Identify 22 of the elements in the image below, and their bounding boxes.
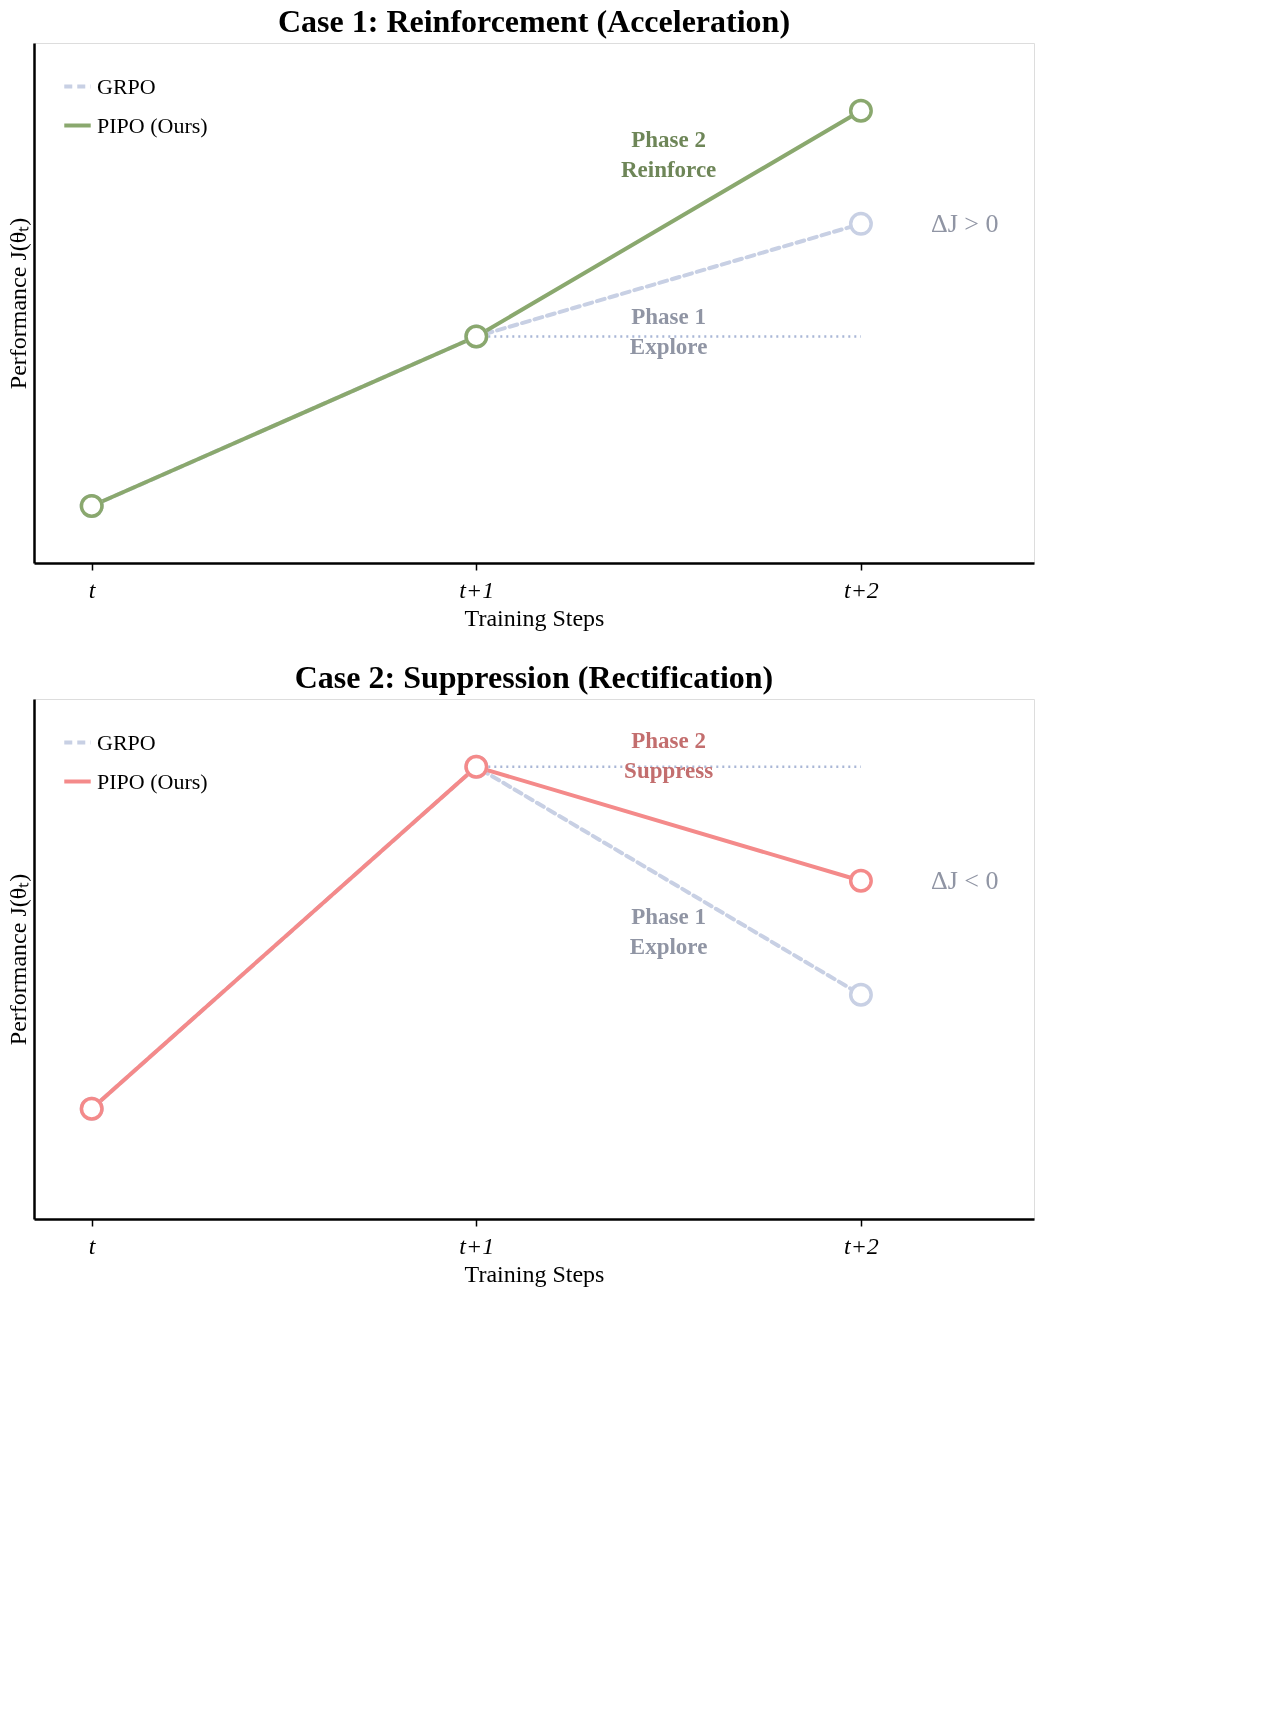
annotation: Phase 1 Explore [629, 303, 708, 359]
y-axis-title: Performance J(θₜ) [4, 873, 31, 1046]
x-tick-label: t [88, 1232, 97, 1259]
annotation: ΔJ < 0 [931, 865, 999, 895]
x-tick-label: t+2 [843, 576, 879, 603]
y-axis-title: Performance J(θₜ) [4, 217, 31, 390]
legend-label: PIPO (Ours) [97, 768, 208, 794]
annotation: Phase 1 Explore [629, 904, 708, 960]
chart-title: Case 2: Suppression (Rectification) [294, 659, 774, 695]
annotation: Phase 2 Reinforce [620, 127, 717, 183]
x-tick-label: t [88, 576, 97, 603]
x-tick-label: t+1 [459, 1232, 495, 1259]
x-tick-label: t+1 [459, 576, 495, 603]
annotation: Phase 2 Suppress [624, 727, 714, 783]
legend-label: GRPO [97, 73, 156, 99]
x-tick-label: t+2 [843, 1232, 879, 1259]
x-axis-title: Training Steps [464, 1260, 605, 1287]
annotation: ΔJ > 0 [931, 208, 999, 238]
legend-label: GRPO [97, 729, 156, 755]
chart-title: Case 1: Reinforcement (Acceleration) [277, 3, 791, 39]
x-axis-title: Training Steps [464, 604, 605, 631]
legend-label: PIPO (Ours) [97, 112, 208, 138]
